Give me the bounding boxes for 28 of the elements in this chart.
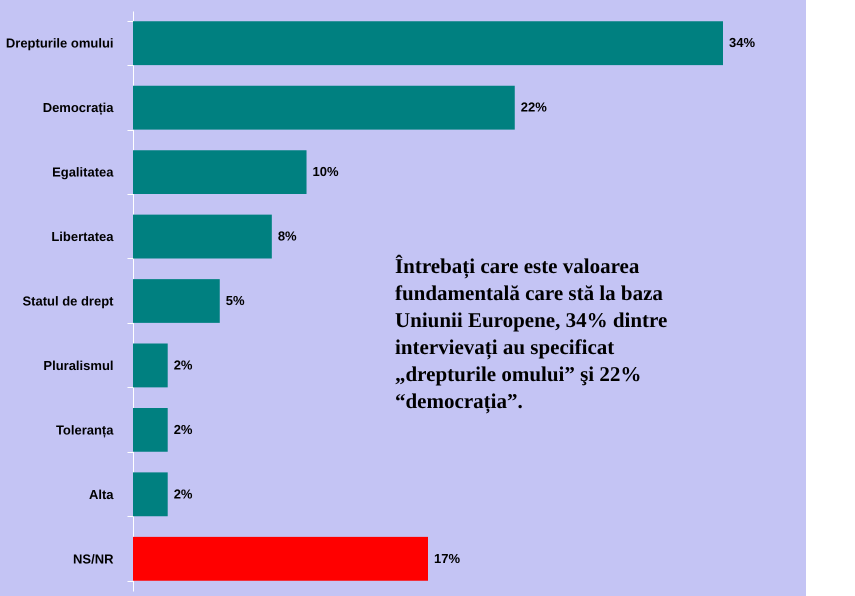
y-tick-label: Pluralismul xyxy=(43,358,114,373)
data-label: 10% xyxy=(312,164,339,180)
y-tick-label: NS/NR xyxy=(73,551,114,566)
bar xyxy=(133,344,168,388)
bar xyxy=(133,214,272,258)
data-label: 5% xyxy=(226,293,245,308)
y-tick-label: Egalitatea xyxy=(52,164,114,180)
y-tick-label: Democrația xyxy=(42,100,114,116)
bar xyxy=(133,86,515,130)
data-label: 2% xyxy=(174,422,193,437)
y-tick-label: Toleranța xyxy=(56,422,114,438)
data-label: 2% xyxy=(174,486,193,502)
data-label: 2% xyxy=(174,357,193,372)
data-label: 8% xyxy=(278,228,298,244)
y-tick-label: Drepturile omului xyxy=(6,36,114,51)
bar xyxy=(133,21,723,66)
bar xyxy=(133,408,168,452)
data-label: 34% xyxy=(729,35,756,50)
bar xyxy=(133,536,428,581)
annotation: Întrebați care este valoarea fundamentală care stă la baza Uniunii Europene, 34% dintre intervievați au specificat „drepturile omului” şi 22% “democrația”. xyxy=(395,254,668,414)
data-label: 22% xyxy=(520,100,548,115)
bar xyxy=(133,150,307,194)
bar xyxy=(133,279,220,323)
bar xyxy=(133,472,168,516)
y-tick-label: Statul de drept xyxy=(22,294,114,308)
data-label: 17% xyxy=(434,550,460,566)
y-tick-label: Alta xyxy=(88,486,114,502)
y-tick-label: Libertatea xyxy=(51,229,114,244)
